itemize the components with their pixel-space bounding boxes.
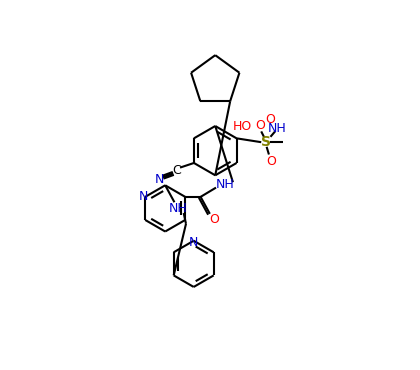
- Text: C: C: [173, 164, 181, 177]
- Text: NH: NH: [169, 202, 188, 215]
- Text: N: N: [155, 174, 164, 186]
- Text: O: O: [255, 119, 265, 132]
- Text: NH: NH: [267, 122, 286, 135]
- Text: O: O: [209, 213, 219, 226]
- Text: NH: NH: [216, 178, 235, 191]
- Text: S: S: [261, 135, 271, 149]
- Text: N: N: [189, 236, 198, 249]
- Text: HO: HO: [233, 120, 252, 132]
- Text: O: O: [266, 155, 276, 168]
- Text: O: O: [265, 112, 276, 125]
- Text: N: N: [139, 190, 148, 204]
